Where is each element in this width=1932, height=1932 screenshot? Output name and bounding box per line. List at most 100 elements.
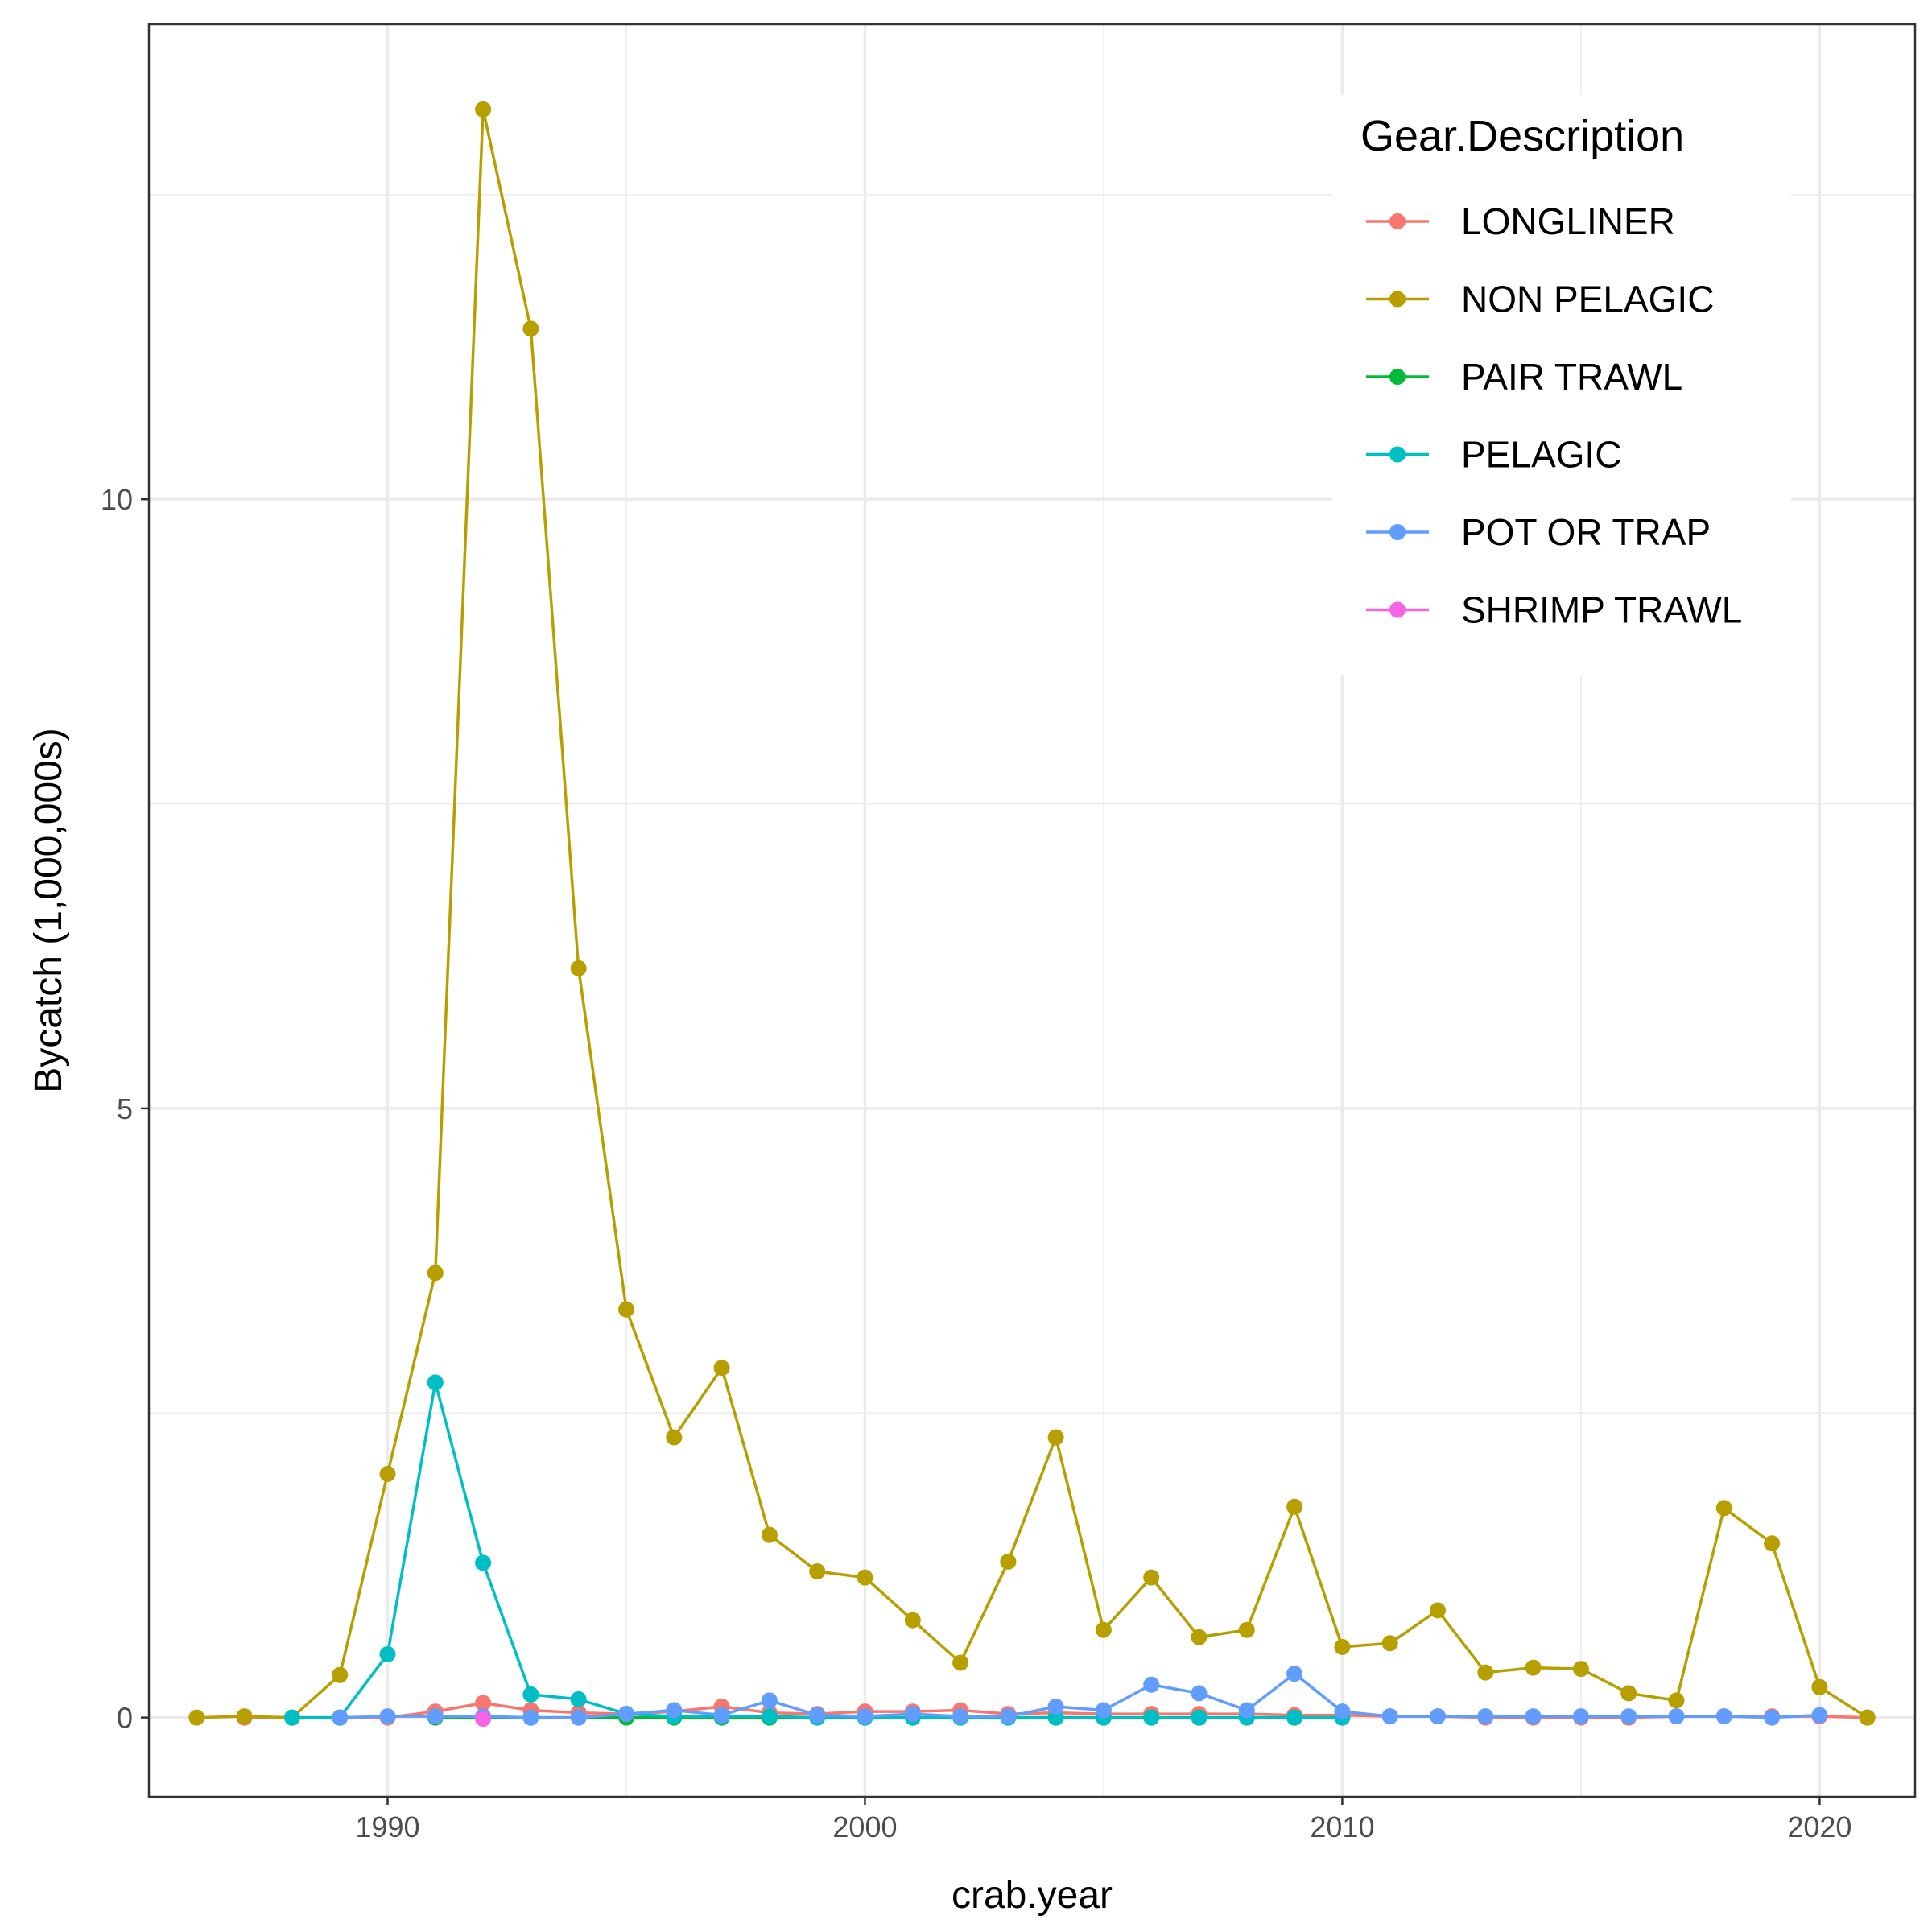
data-point-pot-or-trap (522, 1709, 539, 1726)
data-point-non-pelagic (1238, 1621, 1255, 1638)
data-point-pot-or-trap (570, 1709, 587, 1726)
data-point-non-pelagic (1047, 1429, 1064, 1446)
data-point-non-pelagic (761, 1526, 778, 1543)
data-point-longliner (475, 1695, 492, 1711)
data-point-pot-or-trap (952, 1708, 969, 1725)
data-point-pelagic (379, 1645, 396, 1662)
data-point-non-pelagic (379, 1465, 396, 1482)
data-point-non-pelagic (952, 1654, 969, 1671)
data-point-pelagic (1286, 1709, 1303, 1726)
plot-panel-border (147, 23, 1917, 1798)
data-point-pelagic (283, 1709, 300, 1726)
legend-key-point (1389, 213, 1406, 229)
x-tick-label: 1990 (355, 1810, 419, 1843)
data-point-non-pelagic (713, 1360, 730, 1377)
data-point-pot-or-trap (809, 1707, 826, 1724)
data-point-non-pelagic (1000, 1553, 1017, 1570)
data-point-non-pelagic (1381, 1635, 1398, 1652)
data-point-pot-or-trap (1525, 1708, 1542, 1725)
data-point-non-pelagic (427, 1265, 444, 1282)
legend-label: PELAGIC (1461, 434, 1621, 476)
series-line-non-pelagic (196, 108, 1868, 1719)
legend-label: SHRIMP TRAWL (1461, 589, 1742, 631)
data-point-pelagic (761, 1708, 778, 1725)
data-point-pot-or-trap (1238, 1702, 1255, 1719)
legend-label: POT OR TRAP (1461, 511, 1711, 553)
series-non-pelagic (188, 101, 1876, 1726)
legend-key-point (1389, 601, 1406, 618)
x-tick-label: 2000 (832, 1810, 897, 1843)
y-axis-title: Bycatch (1,000,000s) (27, 728, 70, 1093)
axis-ticks (141, 497, 1821, 1805)
data-point-non-pelagic (1191, 1629, 1208, 1645)
data-point-shrimp-trawl (475, 1711, 492, 1728)
legend-key-point (1389, 524, 1406, 540)
series-layer (188, 101, 1876, 1728)
data-point-pot-or-trap (1095, 1702, 1112, 1719)
legend-label: PAIR TRAWL (1461, 356, 1682, 398)
data-point-non-pelagic (1572, 1661, 1589, 1678)
y-tick-label: 10 (101, 483, 133, 516)
x-tick-label: 2020 (1787, 1810, 1852, 1843)
data-point-pot-or-trap (1286, 1666, 1303, 1682)
data-point-non-pelagic (1286, 1498, 1303, 1515)
x-tick-label: 2010 (1310, 1810, 1374, 1843)
data-point-pelagic (1191, 1709, 1208, 1726)
data-point-pot-or-trap (1334, 1703, 1351, 1720)
series-pot-or-trap (332, 1666, 1828, 1726)
legend-key-point (1389, 369, 1406, 385)
legend-label: LONGLINER (1461, 200, 1675, 242)
data-point-non-pelagic (475, 101, 492, 118)
data-point-non-pelagic (1620, 1685, 1637, 1702)
legend-key-point (1389, 446, 1406, 463)
data-point-pot-or-trap (427, 1708, 444, 1725)
data-point-non-pelagic (1525, 1659, 1542, 1676)
legend-item-pot-or-trap: POT OR TRAP (1366, 511, 1711, 553)
data-point-pot-or-trap (904, 1706, 921, 1723)
data-point-pot-or-trap (379, 1708, 396, 1725)
data-point-pot-or-trap (1047, 1699, 1064, 1715)
data-point-non-pelagic (1715, 1500, 1732, 1517)
data-point-pelagic (522, 1686, 539, 1703)
data-point-non-pelagic (1430, 1602, 1446, 1619)
data-point-pot-or-trap (1572, 1708, 1589, 1725)
data-point-non-pelagic (1764, 1535, 1781, 1552)
data-point-non-pelagic (809, 1563, 826, 1579)
data-point-non-pelagic (570, 960, 587, 976)
legend-key-point (1389, 291, 1406, 308)
x-axis-title: crab.year (952, 1874, 1113, 1917)
data-point-pot-or-trap (618, 1706, 634, 1723)
data-point-non-pelagic (1859, 1709, 1876, 1726)
series-shrimp-trawl (475, 1711, 492, 1728)
data-point-pot-or-trap (1811, 1707, 1828, 1724)
data-point-non-pelagic (1143, 1569, 1160, 1586)
tick-labels: 1990 2000 2010 2020 0 5 10 (101, 483, 1852, 1843)
legend-item-non-pelagic: NON PELAGIC (1366, 279, 1714, 320)
data-point-non-pelagic (332, 1666, 349, 1683)
data-point-pot-or-trap (1764, 1709, 1781, 1726)
legend-items: LONGLINER NON PELAGIC PAIR TRAWL PELAGIC POT… (1366, 200, 1742, 631)
data-point-non-pelagic (188, 1709, 205, 1726)
legend-item-pelagic: PELAGIC (1366, 434, 1621, 476)
data-point-pot-or-trap (332, 1709, 349, 1726)
data-point-pot-or-trap (666, 1702, 683, 1719)
data-point-pot-or-trap (1381, 1708, 1398, 1725)
data-point-non-pelagic (522, 320, 539, 337)
data-point-pot-or-trap (1191, 1685, 1208, 1702)
data-point-pelagic (427, 1374, 444, 1391)
data-point-non-pelagic (904, 1612, 921, 1629)
data-point-non-pelagic (1668, 1692, 1685, 1709)
data-point-pot-or-trap (1430, 1708, 1446, 1725)
legend-item-longliner: LONGLINER (1366, 200, 1675, 242)
y-tick-label: 0 (117, 1702, 133, 1735)
legend-item-shrimp-trawl: SHRIMP TRAWL (1366, 589, 1742, 631)
data-point-non-pelagic (1477, 1664, 1494, 1681)
data-point-non-pelagic (618, 1301, 634, 1318)
data-point-pot-or-trap (1715, 1708, 1732, 1725)
data-point-pot-or-trap (713, 1707, 730, 1724)
legend-background (1332, 95, 1791, 675)
data-point-non-pelagic (1095, 1621, 1112, 1638)
data-point-non-pelagic (236, 1708, 253, 1725)
data-point-pot-or-trap (1000, 1708, 1017, 1725)
legend: Gear.Description LONGLINER NON PELAGIC PAI… (1332, 95, 1791, 675)
